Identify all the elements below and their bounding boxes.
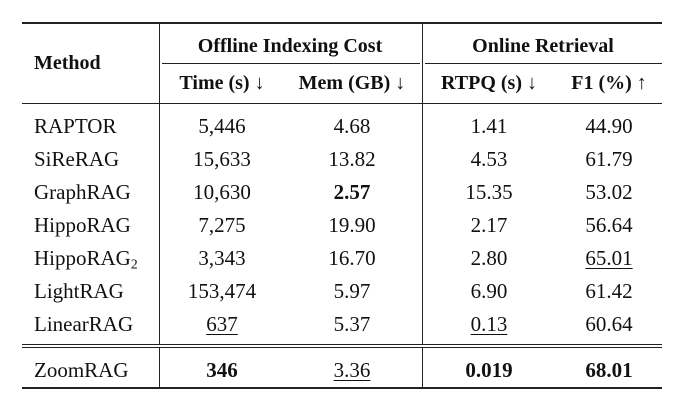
method-header: Method (34, 52, 101, 74)
method-cell: HippoRAG2 (34, 246, 138, 272)
final-rule-2 (22, 347, 662, 348)
rtpq-cell: 15.35 (465, 180, 513, 204)
mem-column-header: Mem (GB) ↓ (298, 72, 406, 94)
f1-cell: 53.02 (585, 180, 633, 204)
method-cell-proposed: ZoomRAG (34, 358, 129, 382)
mem-cell: 19.90 (328, 213, 376, 237)
f1-cell: 44.90 (585, 114, 633, 138)
bottom-rule (22, 387, 662, 389)
final-rule-1 (22, 344, 662, 345)
rtpq-cell: 2.80 (470, 246, 508, 270)
method-cell: LightRAG (34, 279, 124, 303)
rtpq-cell-best: 0.019 (465, 358, 513, 382)
online-group-header: Online Retrieval (472, 35, 614, 57)
time-cell: 3,343 (198, 246, 246, 270)
f1-cell-best: 68.01 (585, 358, 633, 382)
rtpq-cell: 6.90 (470, 279, 508, 303)
rtpq-cell: 4.53 (470, 147, 508, 171)
time-cell: 10,630 (193, 180, 251, 204)
divider-method-final (159, 348, 160, 387)
divider-groups-body (422, 104, 423, 344)
group-rule-online (425, 63, 662, 64)
mem-cell: 5.37 (333, 312, 371, 336)
time-cell: 5,446 (198, 114, 246, 138)
method-cell: GraphRAG (34, 180, 131, 204)
rtpq-column-header: RTPQ (s) ↓ (441, 72, 537, 94)
method-name: HippoRAG (34, 246, 131, 270)
time-cell: 7,275 (198, 213, 246, 237)
rtpq-cell-second-best: 0.13 (470, 312, 508, 336)
f1-cell: 56.64 (585, 213, 633, 237)
time-column-header: Time (s) ↓ (179, 72, 265, 94)
f1-cell: 61.42 (585, 279, 633, 303)
mem-cell-best: 2.57 (333, 180, 371, 204)
f1-cell-second-best: 65.01 (585, 246, 633, 270)
mem-cell-second-best: 3.36 (333, 358, 371, 382)
mem-cell: 16.70 (328, 246, 376, 270)
group-rule-offline (162, 63, 420, 64)
time-cell-best: 346 (206, 358, 238, 382)
time-cell: 15,633 (193, 147, 251, 171)
f1-cell: 60.64 (585, 312, 633, 336)
time-cell: 153,474 (187, 279, 257, 303)
divider-groups (422, 24, 423, 103)
offline-group-header: Offline Indexing Cost (197, 35, 383, 57)
method-cell: HippoRAG (34, 213, 131, 237)
method-cell: RAPTOR (34, 114, 117, 138)
header-rule (22, 103, 662, 104)
method-subscript: 2 (130, 256, 138, 272)
mem-cell: 5.97 (333, 279, 371, 303)
method-cell: LinearRAG (34, 312, 134, 336)
time-cell-second-best: 637 (206, 312, 238, 336)
f1-column-header: F1 (%) ↑ (571, 72, 647, 94)
method-cell: SiReRAG (34, 147, 120, 171)
mem-cell: 4.68 (333, 114, 371, 138)
divider-groups-final (422, 348, 423, 387)
divider-method (159, 24, 160, 103)
mem-cell: 13.82 (328, 147, 376, 171)
rtpq-cell: 1.41 (470, 114, 508, 138)
f1-cell: 61.79 (585, 147, 633, 171)
divider-method-body (159, 104, 160, 344)
rtpq-cell: 2.17 (470, 213, 508, 237)
top-rule (22, 22, 662, 24)
